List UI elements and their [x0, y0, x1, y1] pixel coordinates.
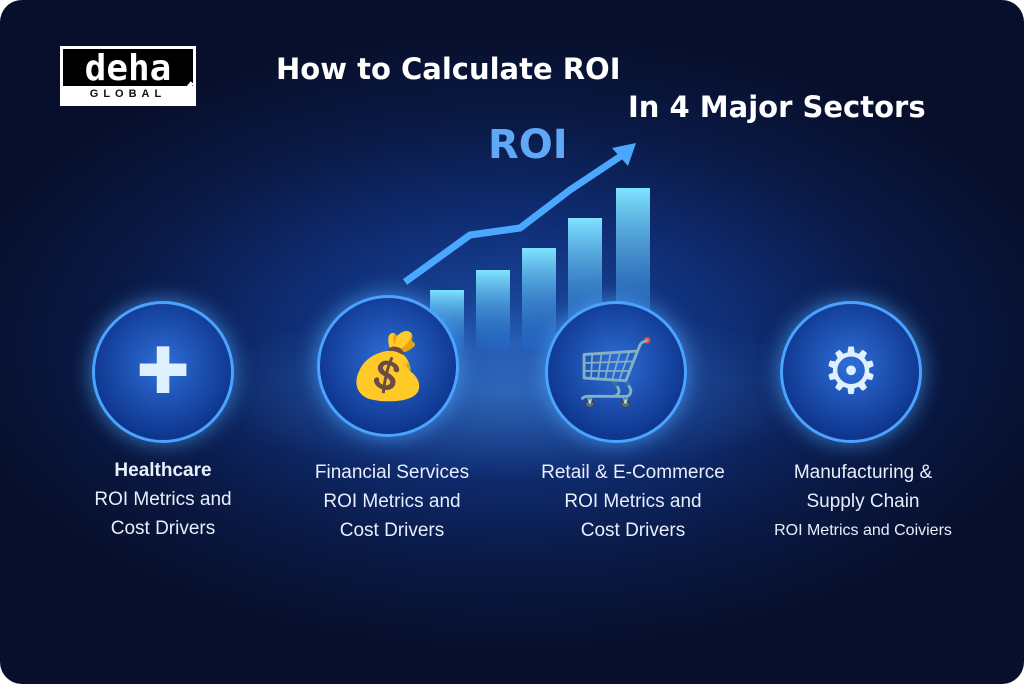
sector-line: Supply Chain: [806, 491, 920, 512]
logo-sub: GLOBAL: [63, 86, 193, 103]
sector-line: ROI Metrics and: [323, 491, 461, 512]
title-line-2: In 4 Major Sectors: [628, 90, 926, 124]
healthcare-circle: ✚: [92, 301, 234, 443]
sector-title: Manufacturing &: [793, 462, 933, 483]
sector-label-healthcare: Healthcare ROI Metrics and Cost Drivers: [43, 456, 283, 543]
sector-line: Cost Drivers: [580, 520, 686, 541]
sector-title: Retail & E-Commerce: [541, 462, 725, 483]
roi-label: ROI: [488, 122, 568, 168]
logo-word: deha: [84, 48, 172, 89]
money-bag-coins-icon: 💰: [348, 330, 428, 402]
title-line-1: How to Calculate ROI: [276, 52, 621, 86]
bar: [476, 270, 510, 350]
sector-label-manufacturing: Manufacturing & Supply Chain ROI Metrics…: [743, 458, 983, 545]
robot-arm-icon: ⚙: [822, 336, 880, 407]
sector-label-financial: Financial Services ROI Metrics and Cost …: [272, 458, 512, 545]
arrow-head-icon: [612, 143, 636, 166]
shopping-cart-tag-icon: 🛒: [576, 336, 656, 408]
sector-label-retail: Retail & E-Commerce ROI Metrics and Cost…: [513, 458, 753, 545]
sector-line: Cost Drivers: [339, 520, 445, 541]
financial-circle: 💰: [317, 295, 459, 437]
sector-title: Healthcare: [114, 460, 212, 481]
manufacturing-circle: ⚙: [780, 301, 922, 443]
sector-title: Financial Services: [314, 462, 470, 483]
sector-line: ROI Metrics and Coiviers: [774, 522, 952, 539]
sector-line: ROI Metrics and: [94, 489, 232, 510]
deha-global-logo: deha GLOBAL: [60, 46, 196, 106]
bar: [522, 248, 556, 350]
sector-line: ROI Metrics and: [564, 491, 702, 512]
sector-line: Cost Drivers: [110, 518, 216, 539]
retail-circle: 🛒: [545, 301, 687, 443]
medical-cross-stethoscope-icon: ✚: [136, 336, 190, 407]
trend-arrow: [402, 147, 632, 285]
